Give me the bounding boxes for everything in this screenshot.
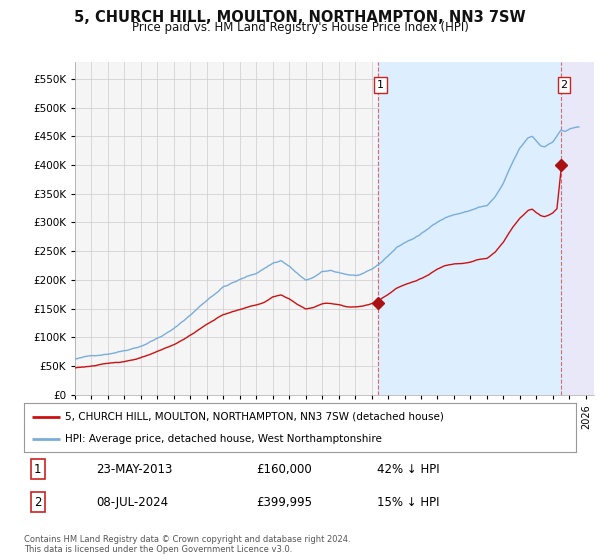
Text: 5, CHURCH HILL, MOULTON, NORTHAMPTON, NN3 7SW: 5, CHURCH HILL, MOULTON, NORTHAMPTON, NN… xyxy=(74,10,526,25)
Text: 15% ↓ HPI: 15% ↓ HPI xyxy=(377,496,440,509)
Bar xyxy=(563,62,594,395)
Text: Contains HM Land Registry data © Crown copyright and database right 2024.
This d: Contains HM Land Registry data © Crown c… xyxy=(24,535,350,554)
Text: 5, CHURCH HILL, MOULTON, NORTHAMPTON, NN3 7SW (detached house): 5, CHURCH HILL, MOULTON, NORTHAMPTON, NN… xyxy=(65,412,444,422)
Text: Price paid vs. HM Land Registry's House Price Index (HPI): Price paid vs. HM Land Registry's House … xyxy=(131,21,469,34)
Text: 42% ↓ HPI: 42% ↓ HPI xyxy=(377,463,440,475)
Text: 1: 1 xyxy=(34,463,41,475)
Text: £160,000: £160,000 xyxy=(256,463,311,475)
Text: 1: 1 xyxy=(377,80,384,90)
Text: 2: 2 xyxy=(560,80,568,90)
Text: 23-MAY-2013: 23-MAY-2013 xyxy=(96,463,172,475)
Bar xyxy=(378,62,563,395)
Text: 08-JUL-2024: 08-JUL-2024 xyxy=(96,496,168,509)
Text: £399,995: £399,995 xyxy=(256,496,312,509)
Text: 2: 2 xyxy=(34,496,41,509)
Text: HPI: Average price, detached house, West Northamptonshire: HPI: Average price, detached house, West… xyxy=(65,434,382,444)
